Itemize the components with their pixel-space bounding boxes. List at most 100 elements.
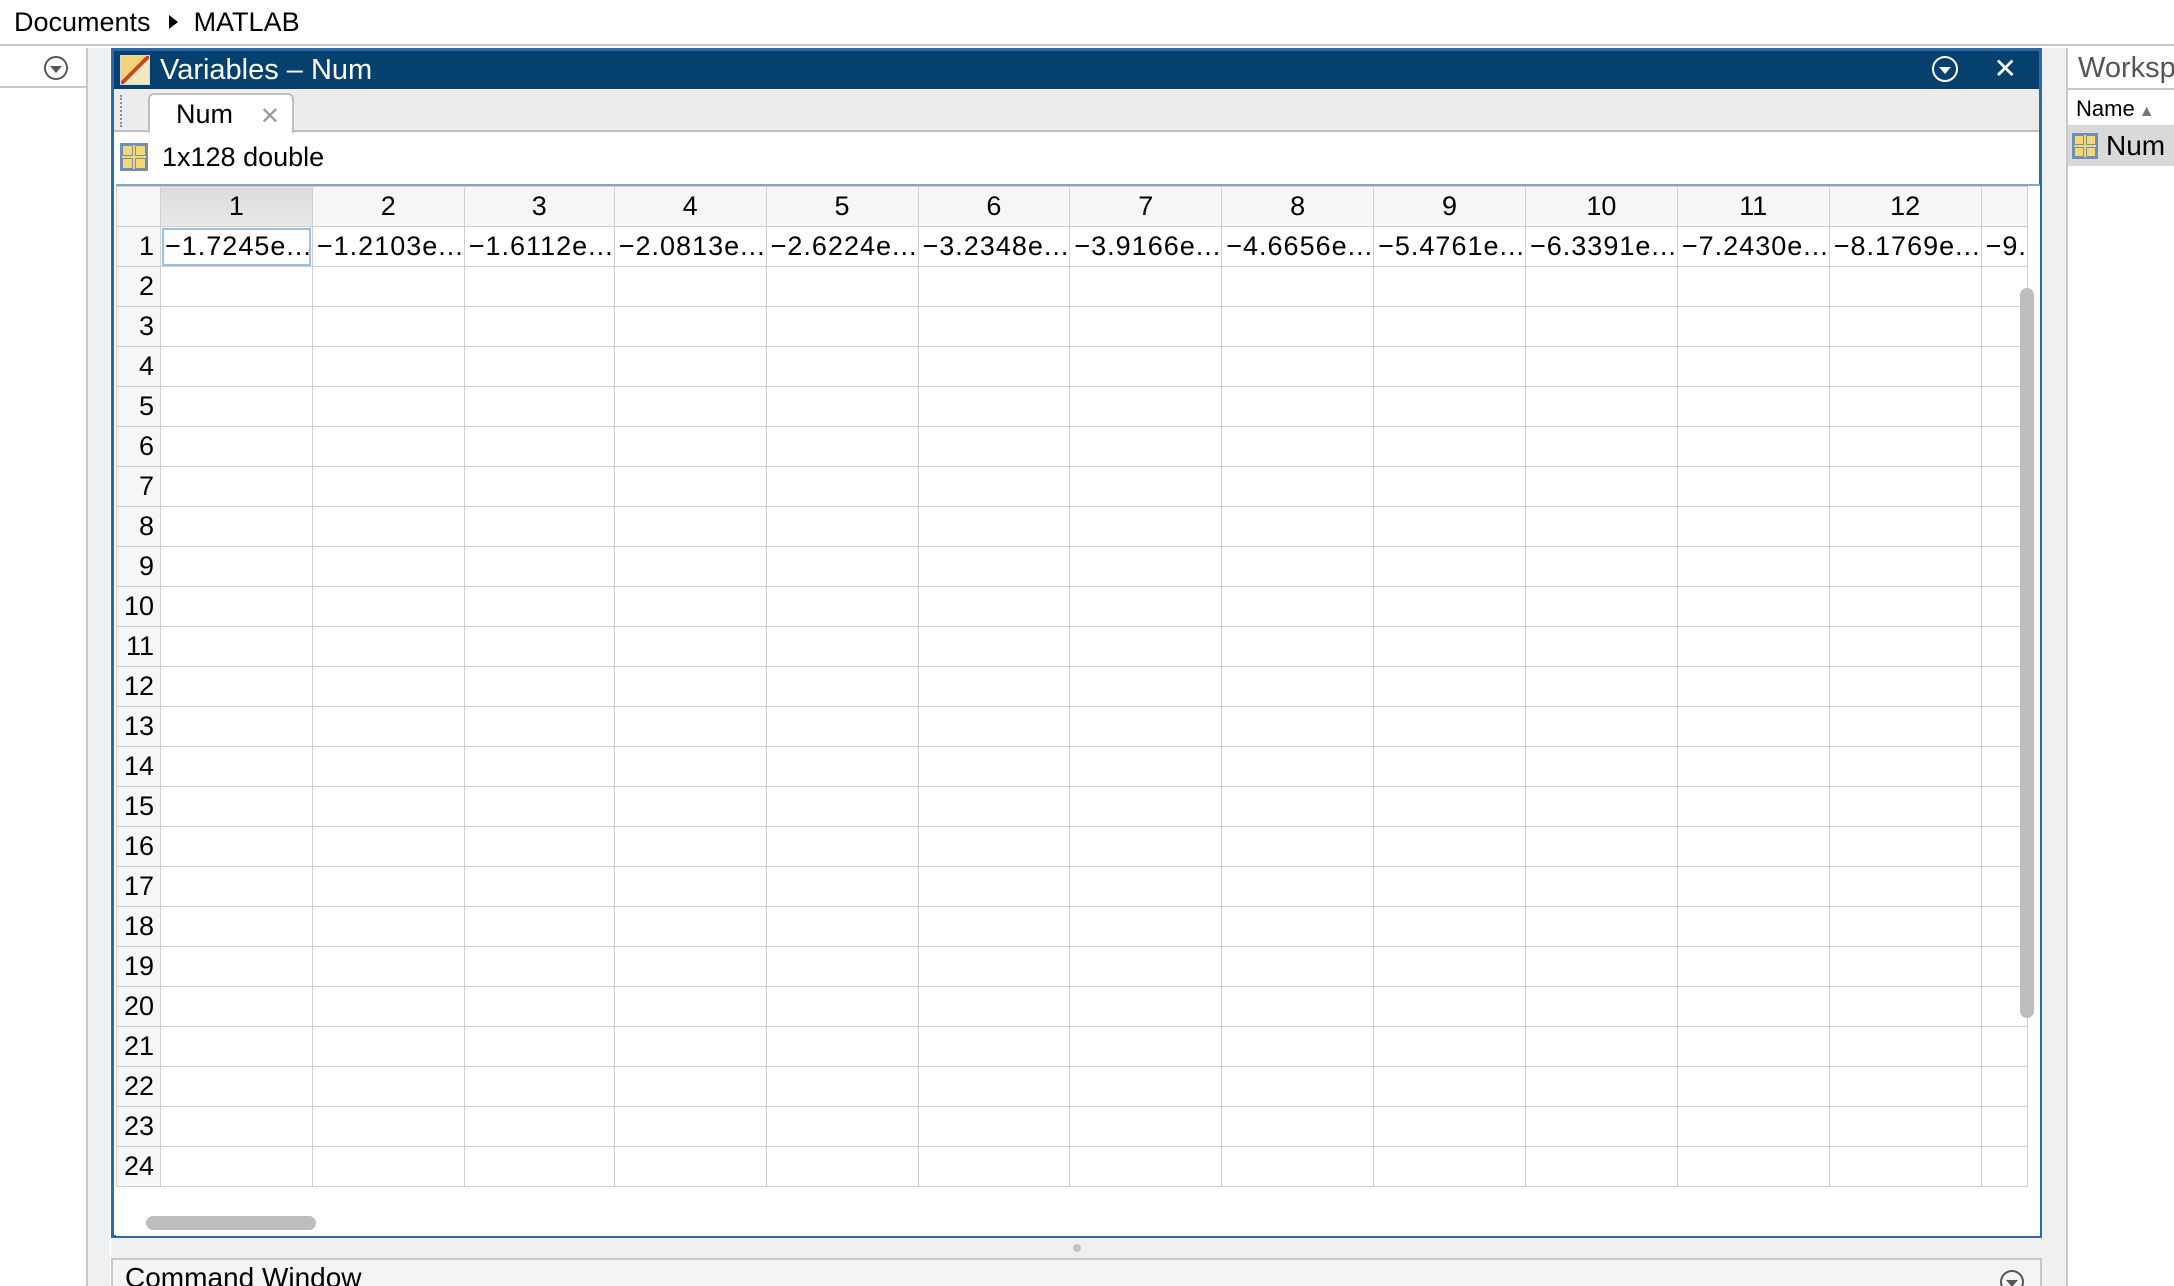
vertical-scroll-thumb[interactable] (2020, 288, 2034, 1018)
row-header[interactable]: 5 (116, 386, 161, 427)
row-header[interactable]: 21 (116, 1026, 161, 1067)
table-cell[interactable] (160, 826, 313, 867)
table-cell[interactable] (1069, 506, 1223, 547)
table-cell[interactable] (311, 866, 465, 907)
table-cell[interactable] (1373, 666, 1526, 707)
table-cell[interactable] (1676, 306, 1830, 347)
table-cell[interactable] (917, 826, 1071, 867)
column-header[interactable]: 9 (1373, 186, 1526, 227)
table-cell[interactable] (1525, 906, 1678, 947)
table-cell[interactable] (1221, 986, 1375, 1027)
table-cell[interactable] (1069, 986, 1223, 1027)
table-cell[interactable] (160, 1146, 313, 1187)
column-header[interactable]: 12 (1828, 186, 1982, 227)
table-cell[interactable]: −2.0813e... (613, 226, 767, 267)
table-cell[interactable] (765, 1066, 919, 1107)
table-cell[interactable] (765, 786, 919, 827)
table-cell[interactable] (1221, 746, 1375, 787)
row-header[interactable]: 1 (116, 226, 161, 267)
table-cell[interactable] (917, 946, 1071, 987)
table-cell[interactable] (917, 1026, 1071, 1067)
table-cell[interactable] (311, 1026, 465, 1067)
table-cell[interactable] (1676, 386, 1830, 427)
table-cell[interactable] (765, 866, 919, 907)
breadcrumb-matlab[interactable]: MATLAB (193, 6, 300, 37)
table-cell[interactable] (917, 1106, 1071, 1147)
table-cell[interactable] (1373, 466, 1526, 507)
table-cell[interactable] (613, 266, 767, 307)
table-cell[interactable] (1676, 506, 1830, 547)
table-cell[interactable] (1221, 506, 1375, 547)
table-cell[interactable] (463, 746, 615, 787)
table-cell[interactable] (613, 1066, 767, 1107)
column-header[interactable]: 6 (917, 186, 1071, 227)
table-cell[interactable] (1828, 1106, 1982, 1147)
table-cell[interactable] (1373, 306, 1526, 347)
table-cell[interactable] (1069, 666, 1223, 707)
column-header-partial[interactable] (1980, 186, 2028, 227)
table-cell[interactable] (1525, 466, 1678, 507)
table-cell[interactable] (463, 1066, 615, 1107)
row-header[interactable]: 3 (116, 306, 161, 347)
table-cell[interactable] (1828, 946, 1982, 987)
table-cell[interactable] (1676, 946, 1830, 987)
table-cell[interactable] (917, 426, 1071, 467)
table-cell[interactable] (1221, 306, 1375, 347)
table-cell[interactable] (917, 1146, 1071, 1187)
table-cell[interactable]: −3.2348e... (917, 226, 1071, 267)
table-cell[interactable] (1373, 586, 1526, 627)
table-cell[interactable] (1373, 1106, 1526, 1147)
table-cell[interactable] (765, 1026, 919, 1067)
table-cell[interactable] (1676, 1106, 1830, 1147)
table-cell[interactable] (1525, 1106, 1678, 1147)
table-cell[interactable] (917, 306, 1071, 347)
table-cell[interactable] (1221, 426, 1375, 467)
table-cell[interactable] (1069, 1026, 1223, 1067)
table-cell[interactable] (160, 466, 313, 507)
row-header[interactable]: 20 (116, 986, 161, 1027)
table-cell[interactable] (1373, 346, 1526, 387)
panel-actions-icon[interactable] (44, 56, 68, 80)
table-cell[interactable] (311, 746, 465, 787)
table-cell[interactable] (1069, 546, 1223, 587)
table-cell[interactable] (463, 706, 615, 747)
table-cell[interactable] (613, 506, 767, 547)
table-cell[interactable] (1221, 706, 1375, 747)
command-window-actions-icon[interactable] (2000, 1270, 2024, 1286)
table-cell[interactable] (1525, 546, 1678, 587)
table-cell[interactable] (463, 906, 615, 947)
table-cell[interactable] (311, 1066, 465, 1107)
table-cell[interactable] (160, 1026, 313, 1067)
table-cell[interactable] (1373, 426, 1526, 467)
table-cell[interactable] (1221, 586, 1375, 627)
row-header[interactable]: 4 (116, 346, 161, 387)
table-cell[interactable] (463, 306, 615, 347)
table-cell[interactable] (1069, 826, 1223, 867)
table-cell[interactable] (1069, 386, 1223, 427)
column-header[interactable]: 7 (1069, 186, 1223, 227)
table-cell[interactable] (1373, 986, 1526, 1027)
table-cell[interactable] (1828, 866, 1982, 907)
table-cell[interactable] (311, 426, 465, 467)
table-cell[interactable] (160, 706, 313, 747)
table-cell[interactable] (1676, 466, 1830, 507)
command-window[interactable]: Command Window (111, 1258, 2042, 1286)
row-header[interactable]: 11 (116, 626, 161, 667)
table-cell[interactable] (613, 1146, 767, 1187)
row-header[interactable]: 2 (116, 266, 161, 307)
table-cell[interactable] (613, 346, 767, 387)
table-cell[interactable] (311, 466, 465, 507)
column-header[interactable]: 11 (1676, 186, 1830, 227)
table-cell[interactable] (765, 386, 919, 427)
table-cell[interactable] (1525, 386, 1678, 427)
table-corner[interactable] (116, 186, 161, 227)
breadcrumb-documents[interactable]: Documents (14, 6, 151, 37)
table-cell[interactable] (1676, 1146, 1830, 1187)
vertical-scrollbar[interactable] (2020, 238, 2034, 1200)
table-cell[interactable] (1525, 1146, 1678, 1187)
table-cell[interactable]: −3.9166e... (1069, 226, 1223, 267)
table-cell[interactable] (1221, 266, 1375, 307)
row-header[interactable]: 23 (116, 1106, 161, 1147)
table-cell[interactable] (1676, 266, 1830, 307)
table-cell[interactable] (765, 506, 919, 547)
